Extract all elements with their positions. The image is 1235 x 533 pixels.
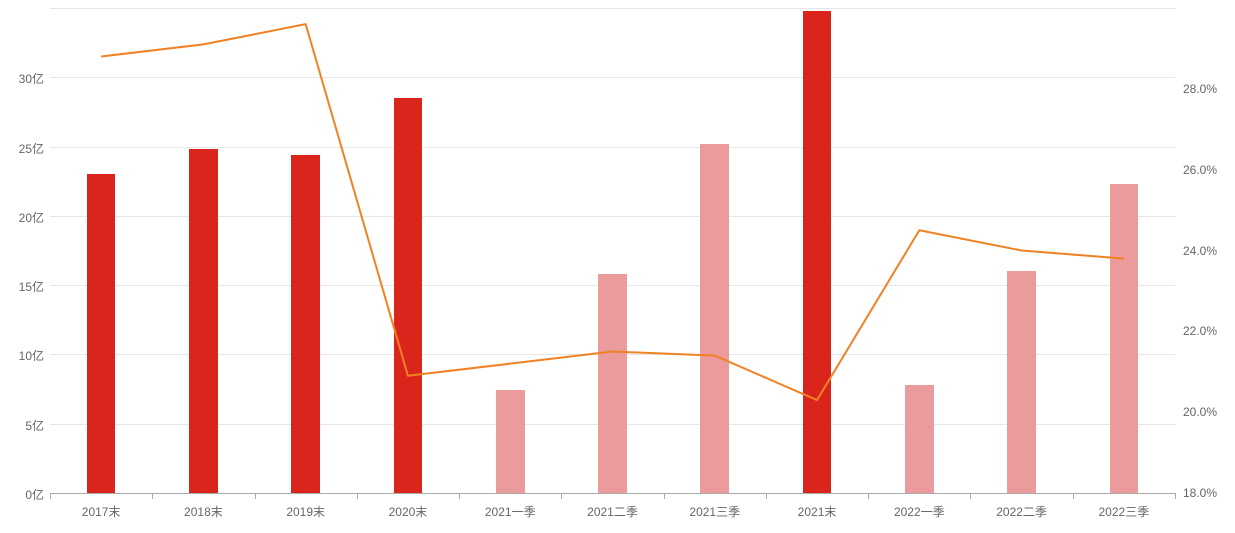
x-tick [766, 493, 767, 499]
x-tick [970, 493, 971, 499]
combo-chart: 0亿 5亿 10亿 15亿 20亿 25亿 30亿 18.0% 20.0% 22.0% 24.0% 2… [0, 0, 1235, 533]
x-tick-label: 2021二季 [587, 503, 638, 520]
line-series [50, 8, 1175, 493]
y2-tick-label: 18.0% [1183, 486, 1217, 500]
x-tick [868, 493, 869, 499]
x-tick-label: 2018末 [184, 503, 223, 520]
y2-tick-label: 26.0% [1183, 163, 1217, 177]
y1-tick-label: 10亿 [19, 347, 44, 364]
y1-tick-label: 25亿 [19, 140, 44, 157]
x-tick [459, 493, 460, 499]
x-tick-label: 2022三季 [1099, 503, 1150, 520]
x-tick [561, 493, 562, 499]
y2-tick-label: 24.0% [1183, 244, 1217, 258]
y1-tick-label: 5亿 [25, 417, 44, 434]
x-tick [50, 493, 51, 499]
y2-tick-label: 20.0% [1183, 405, 1217, 419]
x-tick [255, 493, 256, 499]
y2-tick-label: 28.0% [1183, 82, 1217, 96]
gridline [50, 493, 1175, 494]
x-tick-label: 2021末 [798, 503, 837, 520]
x-tick-label: 2021三季 [689, 503, 740, 520]
y1-tick-label: 0亿 [25, 486, 44, 503]
x-tick-label: 2022一季 [894, 503, 945, 520]
x-tick [357, 493, 358, 499]
x-tick-label: 2017末 [82, 503, 121, 520]
x-tick-label: 2019末 [286, 503, 325, 520]
x-tick [152, 493, 153, 499]
y1-tick-label: 20亿 [19, 209, 44, 226]
plot-area [50, 8, 1175, 493]
x-tick-label: 2020末 [389, 503, 428, 520]
y1-tick-label: 15亿 [19, 278, 44, 295]
x-tick [664, 493, 665, 499]
x-tick-label: 2022二季 [996, 503, 1047, 520]
x-tick-label: 2021一季 [485, 503, 536, 520]
y1-tick-label: 30亿 [19, 70, 44, 87]
x-tick [1175, 493, 1176, 499]
y2-tick-label: 22.0% [1183, 324, 1217, 338]
x-tick [1073, 493, 1074, 499]
